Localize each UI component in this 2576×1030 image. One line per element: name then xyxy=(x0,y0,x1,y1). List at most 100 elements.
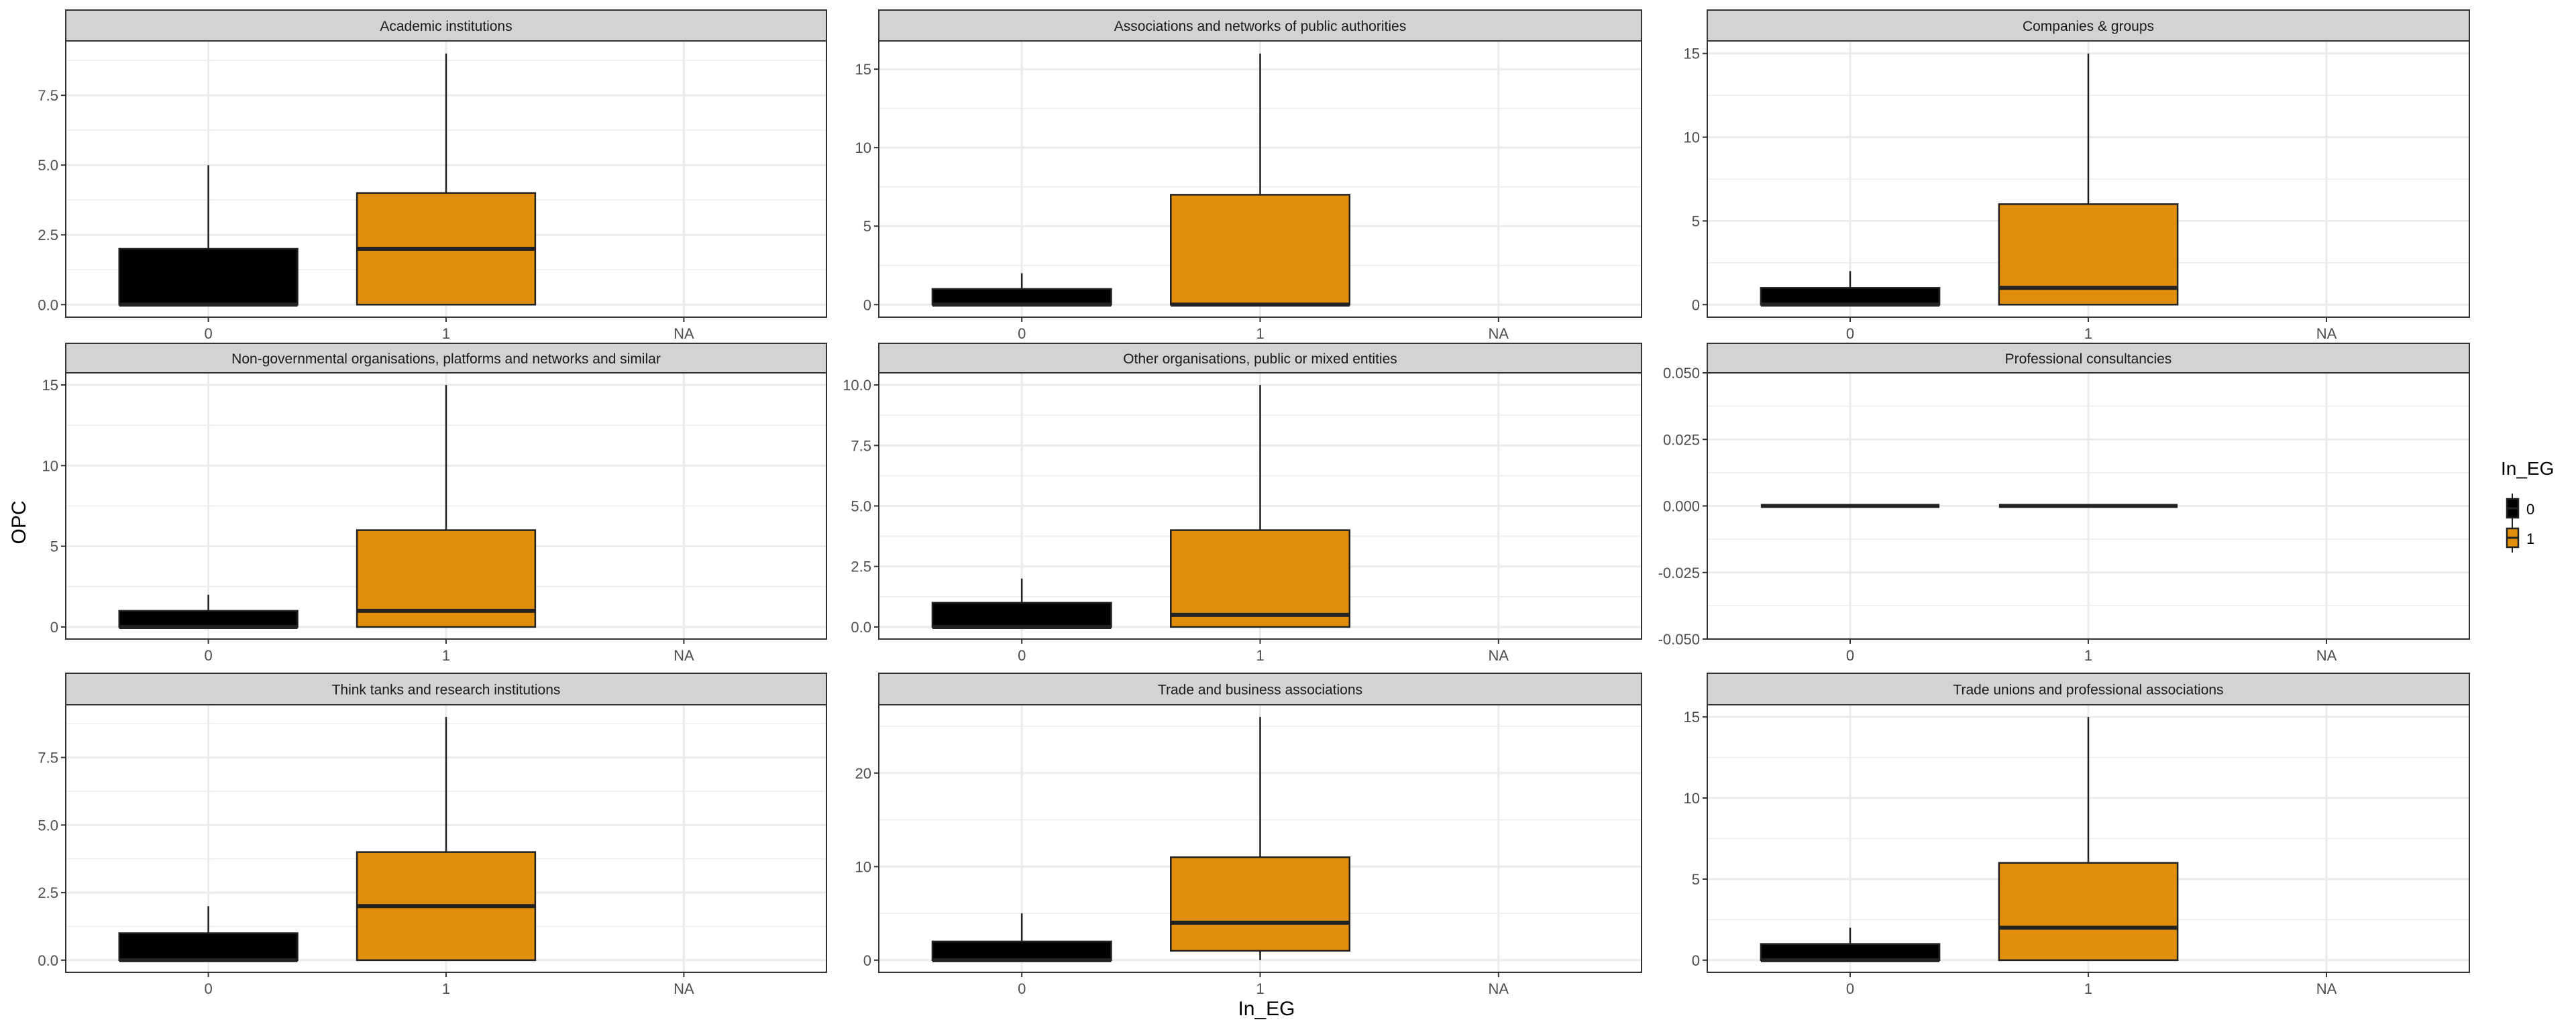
panel-2: 0 5 10 15 0 1 NA Associations and networks of p… xyxy=(855,9,1642,342)
x-tick-label: 0 xyxy=(205,647,213,664)
y-tick-label: -0.050 xyxy=(1658,631,1700,648)
x-tick-label: 1 xyxy=(1256,647,1264,664)
facet-strip xyxy=(65,9,827,42)
x-tick-label: NA xyxy=(674,980,694,997)
y-tick-label: 10 xyxy=(855,139,871,156)
box-1 xyxy=(1998,862,2179,962)
y-tick-label: 15 xyxy=(855,61,871,78)
y-tick-label: -0.025 xyxy=(1658,565,1700,581)
legend-label: 0 xyxy=(2526,501,2534,518)
box-0 xyxy=(1760,943,1941,962)
y-tick-label: 15 xyxy=(1684,46,1700,62)
y-tick-label: 0 xyxy=(50,619,58,636)
legend-title: In_EG xyxy=(2501,458,2554,479)
panel-8: 0 10 20 0 1 NA Trade and business associations xyxy=(855,673,1642,997)
panel-9: 0 5 10 15 0 1 NA Trade unions and professional … xyxy=(1684,673,2470,997)
y-tick-label: 10 xyxy=(42,457,58,474)
y-tick-label: 0 xyxy=(863,952,871,969)
y-tick-label: 7.5 xyxy=(38,87,58,104)
facet-strip-label: Trade and business associations xyxy=(1158,683,1362,698)
legend-key-0: 0 xyxy=(2506,494,2534,523)
panel-3: 0 5 10 15 0 1 NA Companies & groups xyxy=(1684,9,2470,342)
y-tick-label: 0.050 xyxy=(1663,365,1700,382)
y-tick-label: 0 xyxy=(1692,952,1700,969)
x-tick-label: NA xyxy=(2316,980,2337,997)
x-tick-label: NA xyxy=(1489,647,1509,664)
facet-strip-label: Professional consultancies xyxy=(2005,351,2172,367)
panel-4: 0 5 10 15 0 1 NA Non-governmental organisations… xyxy=(42,343,827,664)
facet-strip xyxy=(878,343,1642,374)
y-tick-label: 0.025 xyxy=(1663,431,1700,448)
x-tick-label: 0 xyxy=(205,980,213,997)
box-0 xyxy=(118,247,299,306)
x-tick-label: 1 xyxy=(442,980,450,997)
y-axis-title: OPC xyxy=(8,500,30,544)
box-0 xyxy=(931,288,1112,306)
y-tick-label: 5 xyxy=(50,538,58,555)
facet-strip xyxy=(878,9,1642,42)
y-tick-label: 2.5 xyxy=(38,227,58,243)
x-tick-label: NA xyxy=(2316,647,2337,664)
x-tick-label: 0 xyxy=(1018,980,1026,997)
x-tick-label: NA xyxy=(1489,980,1509,997)
y-tick-label: 5 xyxy=(1692,213,1700,229)
facet-strip-label: Think tanks and research institutions xyxy=(332,683,561,698)
y-tick-label: 10 xyxy=(855,858,871,875)
box-0 xyxy=(118,932,299,962)
facet-strip-label: Academic institutions xyxy=(380,19,512,34)
facet-strip xyxy=(878,673,1642,705)
box-0 xyxy=(931,940,1112,962)
x-tick-label: NA xyxy=(2316,325,2337,342)
facet-strip-label: Associations and networks of public auth… xyxy=(1114,19,1406,34)
legend-label: 1 xyxy=(2526,530,2534,547)
y-tick-label: 0 xyxy=(863,296,871,313)
box-0 xyxy=(931,602,1112,628)
y-tick-label: 5 xyxy=(1692,871,1700,888)
x-tick-label: 1 xyxy=(2084,325,2092,342)
x-tick-label: 0 xyxy=(1846,647,1854,664)
legend: In_EG 0 1 xyxy=(2501,458,2554,553)
facet-strip-label: Non-governmental organisations, platform… xyxy=(231,351,661,367)
box-0 xyxy=(1760,287,1941,306)
y-tick-label: 7.5 xyxy=(851,437,871,454)
facet-strip xyxy=(65,343,827,374)
x-tick-label: NA xyxy=(1489,325,1509,342)
x-tick-label: 0 xyxy=(1846,325,1854,342)
y-tick-label: 15 xyxy=(1684,709,1700,726)
x-tick-label: 1 xyxy=(1256,980,1264,997)
x-tick-label: 1 xyxy=(1256,325,1264,342)
box-1 xyxy=(1170,194,1350,306)
x-tick-label: 0 xyxy=(1018,325,1026,342)
x-tick-label: 0 xyxy=(1846,980,1854,997)
y-tick-label: 2.5 xyxy=(38,884,58,901)
y-tick-label: 10.0 xyxy=(843,377,871,394)
y-tick-label: 0.000 xyxy=(1663,498,1700,515)
y-tick-label: 5.0 xyxy=(851,498,871,515)
x-tick-label: 1 xyxy=(442,325,450,342)
panel-1: 0.0 2.5 5.0 7.5 0 1 NA Academic institutions xyxy=(38,9,827,342)
box-1 xyxy=(1170,856,1350,952)
x-tick-label: 0 xyxy=(1018,647,1026,664)
facet-strip-label: Trade unions and professional associatio… xyxy=(1953,683,2223,698)
facet-strip xyxy=(65,673,827,705)
box-0 xyxy=(118,610,299,628)
y-tick-label: 15 xyxy=(42,377,58,394)
y-tick-label: 0.0 xyxy=(38,296,58,313)
facet-strip-label: Companies & groups xyxy=(2023,19,2154,34)
x-tick-label: NA xyxy=(674,325,694,342)
y-tick-label: 2.5 xyxy=(851,559,871,575)
panel-7: 0.0 2.5 5.0 7.5 0 1 NA Think tanks and research… xyxy=(38,673,827,997)
y-tick-label: 5.0 xyxy=(38,157,58,174)
y-tick-label: 0 xyxy=(1692,296,1700,313)
y-tick-label: 20 xyxy=(855,765,871,782)
panel-5: 0.0 2.5 5.0 7.5 10.0 0 1 NA Other organisations,… xyxy=(843,343,1642,664)
x-tick-label: 1 xyxy=(2084,980,2092,997)
y-tick-label: 10 xyxy=(1684,790,1700,807)
facet-strip xyxy=(1707,9,2470,42)
x-axis-title: In_EG xyxy=(1238,998,1295,1020)
facet-strip xyxy=(1707,673,2470,705)
y-tick-label: 0.0 xyxy=(851,619,871,636)
box-1 xyxy=(1170,529,1350,628)
facet-strip xyxy=(1707,343,2470,374)
